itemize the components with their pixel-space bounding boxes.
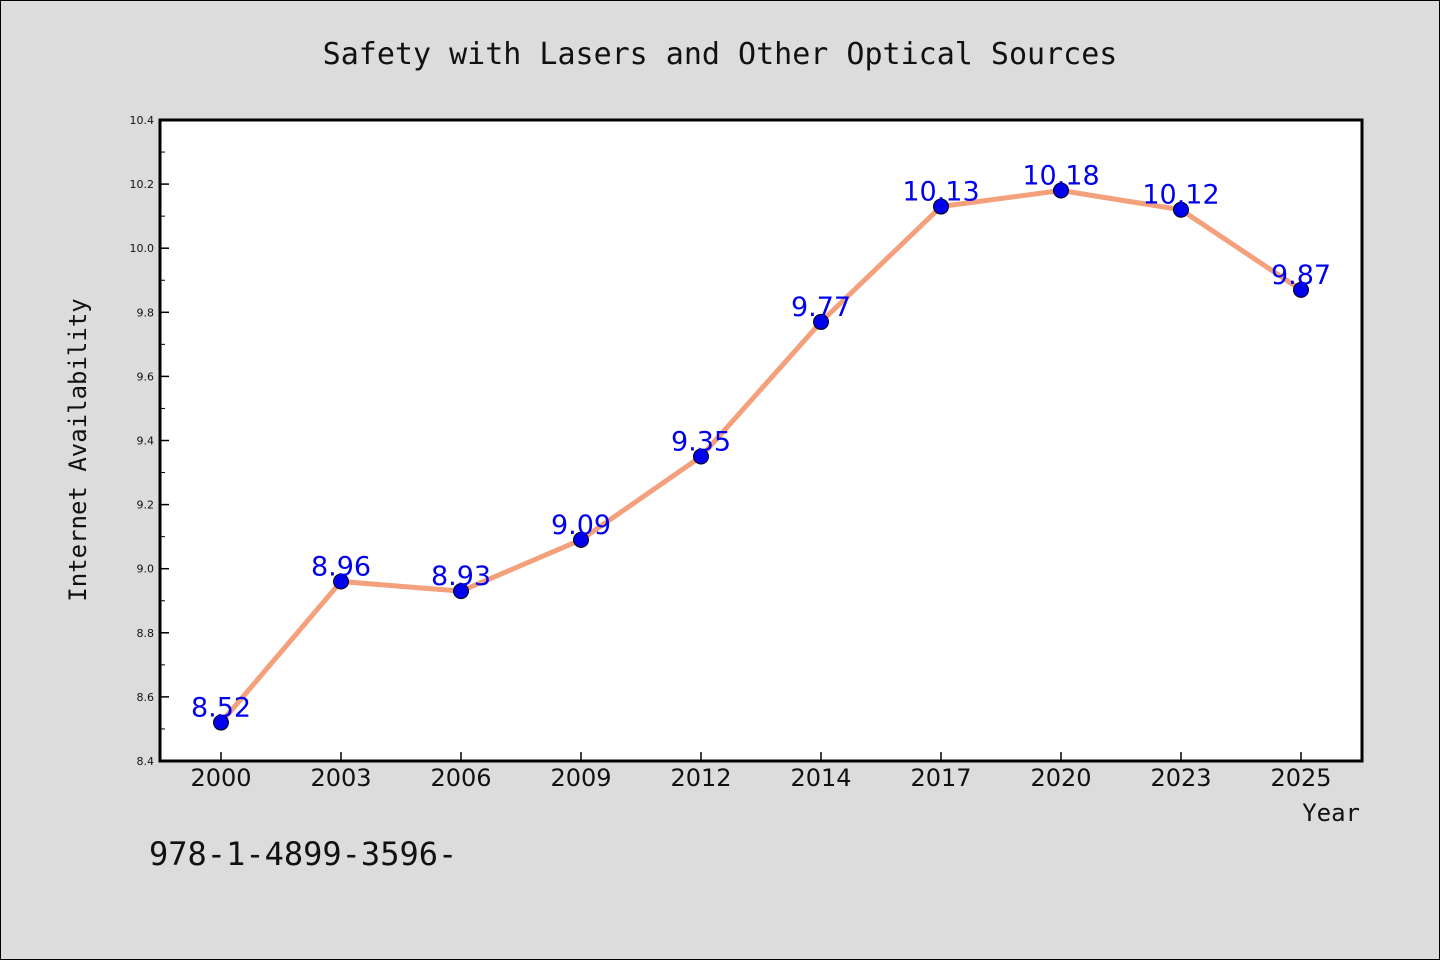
data-label: 9.35 [671,427,731,458]
data-label: 9.87 [1271,260,1331,291]
data-label: 9.77 [791,292,851,323]
series-layer [213,182,1309,731]
data-point [933,198,949,215]
y-tick-label: 9.8 [137,306,155,319]
data-point [333,573,349,590]
x-tick-label: 2006 [430,764,491,792]
data-point [213,714,229,731]
y-tick-label: 9.2 [137,499,155,512]
plot-area [158,118,1364,763]
data-label: 8.52 [191,693,251,724]
x-tick-label: 2014 [790,764,851,792]
data-point [1053,182,1069,199]
y-tick-label: 8.4 [137,755,155,768]
y-tick-label: 10.0 [130,242,155,255]
data-label: 8.96 [311,552,371,583]
x-axis-label: Year [1302,799,1360,827]
data-labels: 8.52 8.96 8.93 9.09 9.35 9.77 10.13 10.18 10.12 9… [191,161,1331,724]
x-tick-label: 2023 [1150,764,1211,792]
x-tick-label: 2025 [1270,764,1331,792]
x-tick-label: 2003 [310,764,371,792]
data-point [693,448,709,465]
footer-code-text: 978-1-4899-3596- [149,835,457,873]
data-label: 10.12 [1142,180,1219,211]
y-tick-label: 10.4 [130,114,155,127]
data-label: 8.93 [431,561,491,592]
y-tick-label: 10.2 [130,178,155,191]
x-tick-label: 2012 [670,764,731,792]
data-label: 9.09 [551,510,611,541]
data-point [573,531,589,548]
series-line [218,188,1304,726]
data-label: 10.18 [1022,161,1099,192]
data-point [1293,281,1309,298]
y-tick-label: 9.0 [137,563,155,576]
data-point [453,583,469,600]
x-tick-label: 2009 [550,764,611,792]
y-axis: 8.4 8.6 8.8 9.0 9.2 9.4 9.6 9.8 10.0 10.2 10.4 [130,114,169,768]
chart-title: Safety with Lasers and Other Optical Sou… [323,37,1118,72]
data-point [1173,201,1189,218]
y-tick-label: 9.4 [137,435,155,448]
x-axis: 2000 2003 2006 2009 2012 2014 2017 2020 2023 2025 [190,752,1332,792]
y-axis-label: Internet Availability [64,298,92,601]
y-tick-label: 8.6 [137,691,155,704]
data-point [813,313,829,330]
x-tick-label: 2017 [910,764,971,792]
y-tick-label: 8.8 [137,627,155,640]
x-tick-label: 2000 [190,764,251,792]
x-tick-label: 2020 [1030,764,1091,792]
data-label: 10.13 [902,177,979,208]
y-tick-label: 9.6 [137,370,155,383]
